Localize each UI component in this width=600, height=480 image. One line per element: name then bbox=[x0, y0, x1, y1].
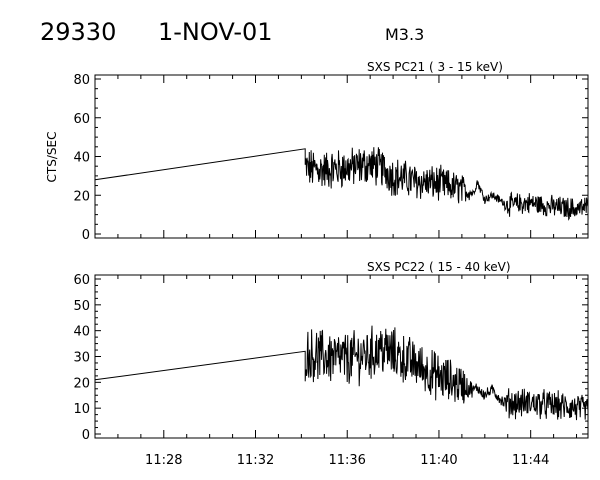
y-tick-label: 60 bbox=[73, 273, 90, 288]
series-line bbox=[94, 325, 589, 421]
x-tick-label: 11:28 bbox=[145, 453, 182, 468]
y-tick-label: 10 bbox=[73, 402, 90, 417]
x-tick-label: 11:36 bbox=[328, 453, 365, 468]
y-tick-label: 30 bbox=[73, 351, 90, 366]
y-tick-label: 40 bbox=[73, 151, 90, 166]
x-tick-label: 11:32 bbox=[237, 453, 274, 468]
y-tick-label: 50 bbox=[73, 299, 90, 314]
x-tick-label: 11:44 bbox=[512, 453, 549, 468]
x-tick-label: 11:40 bbox=[420, 453, 457, 468]
event-id: 29330 bbox=[40, 18, 116, 46]
panel-pc21-title: SXS PC21 ( 3 - 15 keV) bbox=[367, 60, 503, 74]
panel-pc22-series bbox=[94, 325, 589, 421]
y-tick-label: 20 bbox=[73, 189, 90, 204]
panel-pc21-series bbox=[94, 147, 589, 221]
flare-class: M3.3 bbox=[385, 25, 424, 44]
y-tick-label: 20 bbox=[73, 376, 90, 391]
panel-pc21: SXS PC21 ( 3 - 15 keV) CTS/SEC 0 20 40 60 80 bbox=[45, 60, 589, 243]
panel-pc22-axes: 0 10 20 30 40 50 60 11:28 11:32 11:36 11:40 11:44 bbox=[73, 273, 588, 468]
y-tick-label: 40 bbox=[73, 325, 90, 340]
y-tick-label: 0 bbox=[82, 428, 90, 443]
y-tick-label: 60 bbox=[73, 112, 90, 127]
panel-pc21-ylabel: CTS/SEC bbox=[45, 132, 59, 183]
panel-pc22-title: SXS PC22 ( 15 - 40 keV) bbox=[367, 260, 511, 274]
event-date: 1-NOV-01 bbox=[158, 18, 273, 46]
panel-pc22: SXS PC22 ( 15 - 40 keV) 0 10 20 30 40 50 60 11:… bbox=[73, 260, 589, 468]
y-tick-label: 0 bbox=[82, 228, 90, 243]
y-tick-label: 80 bbox=[73, 73, 90, 88]
series-line bbox=[94, 147, 589, 221]
panel-pc21-frame bbox=[94, 74, 589, 239]
panel-pc21-axes: 0 20 40 60 80 bbox=[73, 73, 588, 243]
